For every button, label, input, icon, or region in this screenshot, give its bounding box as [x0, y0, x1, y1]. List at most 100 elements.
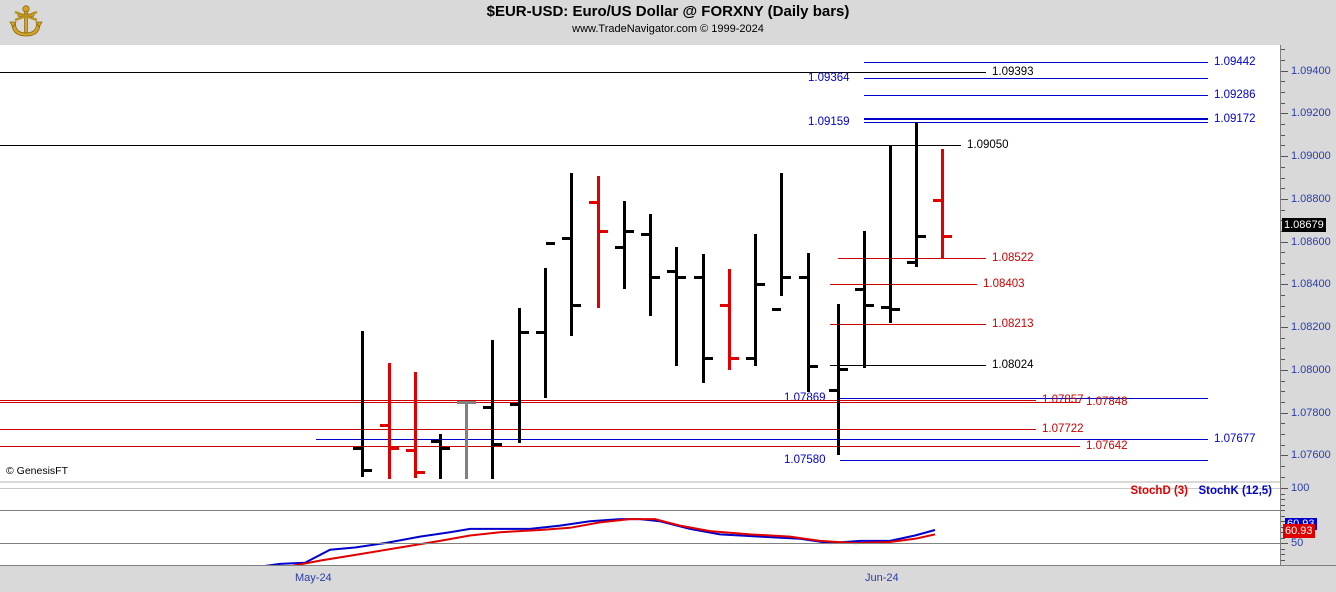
- bar-close-tick: [520, 331, 529, 335]
- price-axis-tick: [1281, 241, 1288, 243]
- level-label: 1.08024: [992, 358, 1034, 371]
- bar-high-low: [465, 400, 468, 479]
- bar-high-low: [754, 234, 757, 366]
- bar-high-low: [780, 173, 783, 297]
- level-label: 1.07722: [1042, 423, 1084, 436]
- level-line[interactable]: [830, 324, 986, 326]
- level-line[interactable]: [0, 446, 1080, 448]
- price-axis-minor-tick: [1281, 209, 1285, 211]
- indicator-gridline: [0, 543, 1280, 545]
- bar-high-low: [837, 303, 840, 456]
- price-axis-minor-tick: [1281, 188, 1285, 190]
- level-line[interactable]: [864, 118, 1208, 120]
- price-axis-tick: [1281, 369, 1288, 371]
- bar-close-tick: [493, 442, 502, 446]
- level-label: 1.09172: [1214, 113, 1256, 126]
- bar-open-tick: [667, 270, 676, 274]
- level-line[interactable]: [864, 119, 1208, 121]
- price-axis-tick: [1281, 455, 1288, 457]
- bar-open-tick: [510, 402, 519, 406]
- price-axis-label: 1.08000: [1291, 363, 1331, 376]
- bar-close-tick: [467, 400, 476, 404]
- price-axis-minor-tick: [1281, 102, 1285, 104]
- bar-close-tick: [704, 357, 713, 361]
- price-axis-tick: [1281, 113, 1288, 115]
- bar-close-tick: [839, 367, 848, 371]
- level-line[interactable]: [0, 402, 1080, 404]
- stochastic-indicator-pane[interactable]: StochD (3) StochK (12,5): [0, 483, 1280, 565]
- price-axis[interactable]: 1.09400 1.09200 1.09000 1.08800 1.08600 1.084…: [1280, 45, 1336, 481]
- bar-high-low: [388, 363, 391, 479]
- bar-close-tick: [651, 275, 660, 279]
- bar-high-low: [915, 121, 918, 268]
- level-line[interactable]: [830, 283, 977, 285]
- bar-high-low: [728, 269, 731, 370]
- bar-open-tick: [694, 275, 703, 279]
- level-label: 1.08403: [983, 277, 1025, 290]
- price-axis-minor-tick: [1281, 49, 1285, 51]
- pane-divider: [0, 481, 1280, 483]
- price-axis-minor-tick: [1281, 145, 1285, 147]
- indicator-axis-label: 50: [1291, 537, 1304, 550]
- level-label: 1.09159: [808, 116, 850, 129]
- level-line[interactable]: [864, 78, 1208, 80]
- price-axis-tick: [1281, 412, 1288, 414]
- bar-close-tick: [572, 303, 581, 307]
- bar-high-low: [518, 307, 521, 443]
- bar-high-low: [807, 253, 810, 393]
- price-axis-label: 1.08400: [1291, 278, 1331, 291]
- level-line[interactable]: [864, 122, 1208, 124]
- bar-close-tick: [599, 229, 608, 233]
- last-price-badge: 1.08679: [1282, 217, 1326, 232]
- price-axis-minor-tick: [1281, 444, 1285, 446]
- time-axis-label: Jun-24: [865, 572, 899, 584]
- level-line[interactable]: [840, 459, 1208, 461]
- bar-high-low: [597, 176, 600, 308]
- level-line[interactable]: [864, 61, 1208, 63]
- bar-open-tick: [746, 357, 755, 361]
- price-axis-tick: [1281, 327, 1288, 329]
- price-axis-minor-tick: [1281, 391, 1285, 393]
- bar-high-low: [570, 173, 573, 336]
- bar-open-tick: [907, 260, 916, 264]
- price-chart-pane[interactable]: 1.09442 1.09393 1.09364 1.09286 1.09172 1.091…: [0, 45, 1280, 481]
- bar-close-tick: [943, 235, 952, 239]
- bar-close-tick: [390, 446, 399, 450]
- bar-high-low: [889, 145, 892, 323]
- level-label: 1.07677: [1214, 432, 1256, 445]
- level-line[interactable]: [840, 397, 1208, 399]
- time-axis[interactable]: May-24 Jun-24: [0, 565, 1336, 592]
- level-label: 1.09364: [808, 72, 850, 85]
- bar-high-low: [623, 201, 626, 289]
- price-axis-minor-tick: [1281, 337, 1285, 339]
- price-axis-minor-tick: [1281, 273, 1285, 275]
- level-label: 1.07642: [1086, 440, 1128, 453]
- price-axis-minor-tick: [1281, 348, 1285, 350]
- level-line[interactable]: [864, 95, 1208, 96]
- level-line[interactable]: [830, 364, 986, 366]
- level-line[interactable]: [0, 145, 961, 147]
- level-line[interactable]: [316, 438, 1208, 440]
- level-label: 1.08522: [992, 252, 1034, 265]
- price-axis-minor-tick: [1281, 316, 1285, 318]
- bar-open-tick: [536, 331, 545, 335]
- bar-close-tick: [891, 307, 900, 311]
- level-line[interactable]: [0, 72, 986, 74]
- price-axis-minor-tick: [1281, 295, 1285, 297]
- stochd-legend: StochD (3): [1130, 485, 1189, 497]
- bar-close-tick: [363, 469, 372, 473]
- bar-high-low: [649, 213, 652, 317]
- level-label: 1.07580: [784, 453, 826, 466]
- indicator-axis-tick: [1281, 488, 1288, 490]
- bar-open-tick: [720, 303, 729, 307]
- level-line[interactable]: [838, 258, 986, 260]
- bar-open-tick: [457, 400, 466, 404]
- bar-close-tick: [865, 303, 874, 307]
- price-axis-minor-tick: [1281, 466, 1285, 468]
- price-axis-label: 1.08600: [1291, 235, 1331, 248]
- price-axis-tick: [1281, 198, 1288, 200]
- bar-close-tick: [546, 241, 555, 245]
- bar-high-low: [544, 268, 547, 398]
